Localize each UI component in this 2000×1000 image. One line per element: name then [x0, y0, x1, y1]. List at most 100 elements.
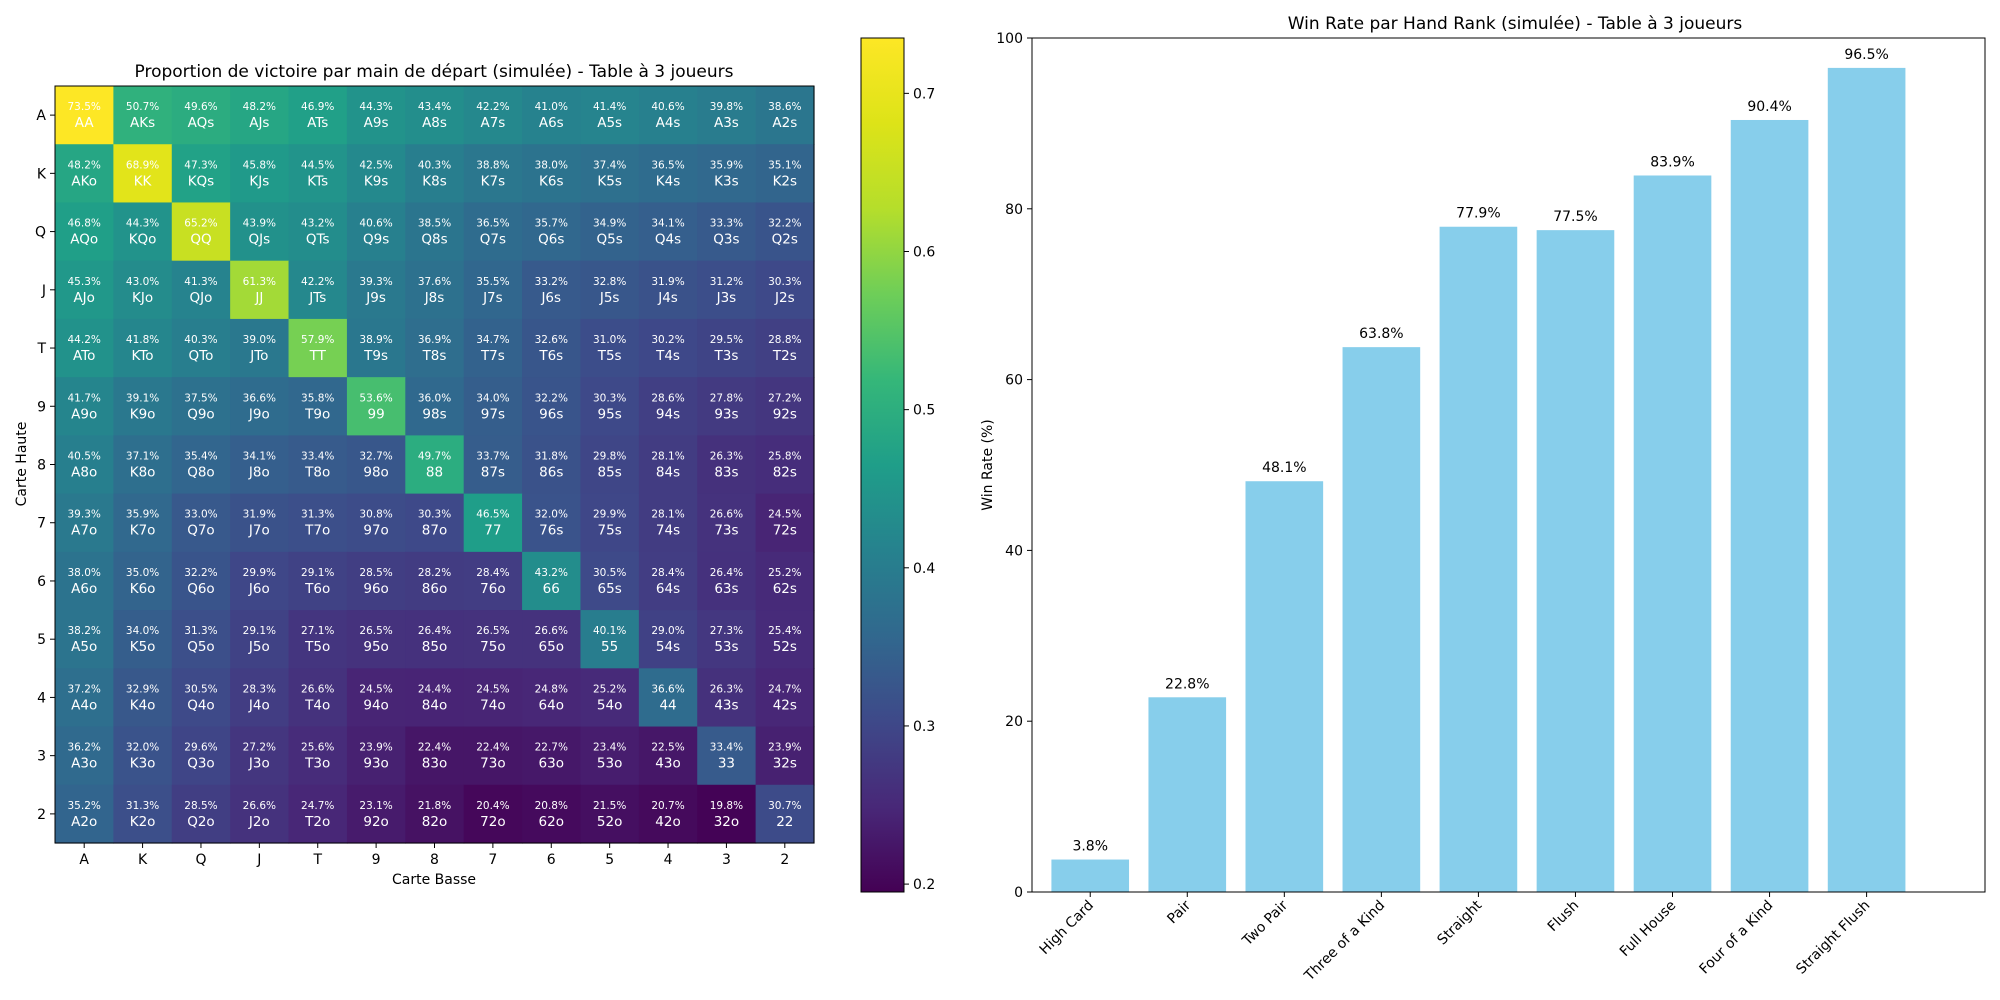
bar — [1148, 697, 1227, 892]
heatmap-cell-hand: T7o — [304, 523, 330, 539]
heatmap-cell-fill — [638, 377, 698, 436]
heatmap-cell-fill — [697, 610, 757, 669]
heatmap-cell-hand: 52o — [597, 814, 622, 830]
heatmap-cell: 28.4% 64s — [638, 551, 698, 611]
heatmap-cell-hand: Q4o — [187, 697, 214, 713]
heatmap-title: Proportion de victoire par main de dépar… — [135, 62, 734, 82]
heatmap-cell-value: 44.2% — [68, 334, 101, 346]
heatmap-cell-fill — [230, 202, 290, 262]
heatmap-cell-fill — [55, 726, 114, 786]
heatmap-cell-hand: K3s — [714, 173, 738, 189]
heatmap-cell-fill — [346, 493, 406, 553]
heatmap-cell-value: 27.8% — [710, 392, 743, 404]
heatmap-cell-fill — [346, 551, 406, 611]
heatmap-cell-hand: 64o — [539, 697, 564, 713]
heatmap-cell-value: 33.3% — [710, 218, 743, 230]
heatmap-cell-fill — [288, 435, 348, 495]
heatmap-cell-hand: 73o — [480, 756, 505, 772]
heatmap-cell-fill — [288, 260, 348, 320]
heatmap-cell-value: 30.5% — [184, 683, 217, 695]
heatmap-cell-hand: KJs — [249, 173, 269, 189]
heatmap-cell: 26.4% 85o — [405, 610, 465, 669]
heatmap-cell-hand: 75s — [598, 523, 622, 539]
heatmap-cell-hand: Q3o — [187, 756, 214, 772]
heatmap-cell: 36.6% J9o — [230, 377, 290, 436]
heatmap-cell: 25.2% 54o — [580, 668, 640, 728]
bar — [1730, 119, 1809, 892]
heatmap-cell-hand: AQs — [188, 115, 215, 131]
heatmap-cell-fill — [638, 726, 698, 786]
heatmap-cell: 28.4% 76o — [463, 551, 523, 611]
heatmap-cell-value: 28.6% — [651, 392, 684, 404]
heatmap-cell-hand: K4o — [130, 697, 156, 713]
heatmap-cell: 29.9% 75s — [580, 493, 640, 553]
heatmap-cell-value: 35.1% — [768, 159, 801, 171]
heatmap-cell-fill — [463, 260, 523, 320]
heatmap-cell-hand: 99 — [368, 406, 385, 422]
heatmap-cell-fill — [697, 726, 757, 786]
heatmap-cell-hand: J9s — [365, 290, 386, 306]
heatmap-cell: 25.4% 52s — [755, 610, 815, 669]
heatmap-cell-hand: Q8o — [187, 465, 214, 481]
heatmap-cell-value: 39.0% — [243, 334, 276, 346]
bar-data-label: 77.9% — [1456, 206, 1500, 222]
heatmap-cell-fill — [171, 435, 231, 495]
heatmap-cell-fill — [522, 551, 582, 611]
heatmap-cell-hand: 53s — [714, 639, 738, 655]
heatmap-cell: 33.4% T8o — [288, 435, 348, 495]
heatmap-cell: 24.5% 72s — [755, 493, 815, 553]
heatmap-cell: 43.4% A8s — [405, 86, 465, 145]
heatmap-cell-fill — [522, 144, 582, 204]
heatmap-cell-value: 34.1% — [651, 218, 684, 230]
heatmap-cell-fill — [346, 726, 406, 786]
heatmap-cell: 38.2% A5o — [55, 610, 114, 669]
heatmap-cell-hand: 62o — [539, 814, 564, 830]
heatmap-cell: 27.1% T5o — [288, 610, 348, 669]
heatmap-cell-value: 37.6% — [418, 276, 451, 288]
heatmap-cell: 22.5% 43o — [638, 726, 698, 786]
heatmap-cell-value: 44.3% — [126, 218, 159, 230]
heatmap-cell-fill — [288, 493, 348, 553]
heatmap-cell-value: 26.5% — [476, 625, 509, 637]
heatmap-cell: 27.2% J3o — [230, 726, 290, 786]
heatmap-cell-hand: 33 — [718, 756, 735, 772]
heatmap-cell-hand: 98s — [422, 406, 446, 422]
bar-x-tick-label: Three of a Kind — [1301, 898, 1388, 985]
heatmap-cell-value: 29.6% — [184, 742, 217, 754]
heatmap-cell: 37.1% K8o — [113, 435, 173, 495]
colorbar-ticks: 0.2 0.3 0.4 0.5 0.6 0.7 — [904, 86, 935, 893]
heatmap-cell-fill — [463, 493, 523, 553]
heatmap-cell: 35.8% T9o — [288, 377, 348, 436]
heatmap-cell: 57.9% TT — [288, 318, 348, 378]
heatmap-cell-hand: K4s — [656, 173, 680, 189]
heatmap-cell-value: 68.9% — [126, 159, 159, 171]
heatmap-cell-value: 25.8% — [768, 451, 801, 463]
heatmap-cell-fill — [522, 668, 582, 728]
heatmap-x-tick-label: 3 — [722, 852, 731, 868]
heatmap-cell-fill — [171, 551, 231, 611]
heatmap-cell-hand: K2o — [130, 814, 156, 830]
bar — [1245, 481, 1324, 892]
heatmap-cell-hand: Q7s — [480, 232, 506, 248]
heatmap-y-tick-label: 2 — [37, 807, 46, 823]
heatmap-cell-value: 39.8% — [710, 101, 743, 113]
heatmap-cell-hand: 92o — [363, 814, 388, 830]
heatmap-cell-value: 35.4% — [184, 451, 217, 463]
heatmap-cell-fill — [171, 144, 231, 204]
heatmap-cell-fill — [405, 551, 465, 611]
bar-y-tick-label: 60 — [1005, 373, 1023, 389]
heatmap-cell-value: 24.8% — [535, 683, 568, 695]
heatmap-cell: 45.3% AJo — [55, 260, 114, 320]
heatmap-cell: 22.7% 63o — [522, 726, 582, 786]
heatmap-cell-hand: JTs — [308, 290, 326, 306]
heatmap-cell-hand: 22 — [776, 814, 793, 830]
heatmap-cell-hand: 97o — [363, 523, 388, 539]
heatmap-cell: 34.0% K5o — [113, 610, 173, 669]
heatmap-cell-hand: AJo — [73, 290, 94, 306]
heatmap-cell: 26.6% T4o — [288, 668, 348, 728]
heatmap-cell-fill — [522, 260, 582, 320]
heatmap-cell-value: 43.2% — [535, 567, 568, 579]
heatmap-cell-value: 30.3% — [418, 509, 451, 521]
heatmap-cell-hand: 96s — [539, 406, 563, 422]
